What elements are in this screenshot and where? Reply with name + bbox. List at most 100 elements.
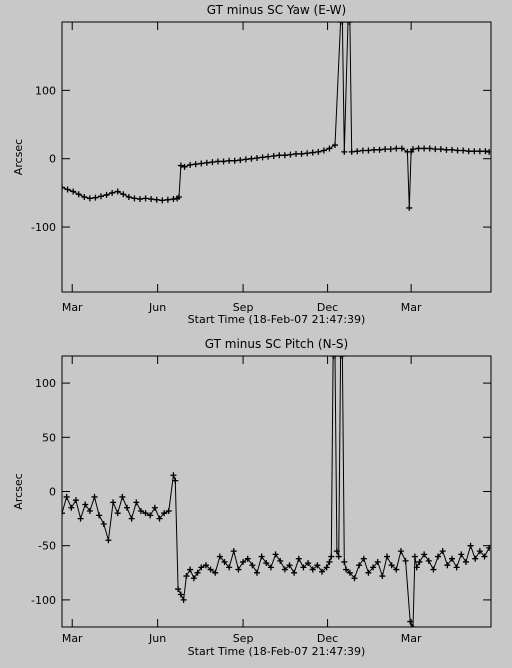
data-point <box>187 566 194 573</box>
data-point <box>96 512 103 519</box>
data-point <box>263 560 270 567</box>
data-point <box>330 356 337 359</box>
data-point <box>120 191 127 198</box>
data-point <box>91 493 98 500</box>
data-point <box>449 146 455 153</box>
data-point <box>476 548 483 555</box>
data-point <box>75 191 82 198</box>
data-point <box>237 157 244 164</box>
data-point <box>231 157 238 164</box>
x-tick-label: Jun <box>148 632 166 645</box>
data-point <box>198 564 205 571</box>
chart-panel-2: GT minus SC Pitch (N-S) -100 -50 0 50 100 Mar J… <box>12 337 492 658</box>
x-tick-label: Jun <box>148 301 166 314</box>
data-point <box>315 148 322 155</box>
data-point <box>190 575 197 582</box>
data-point <box>86 508 93 515</box>
data-point <box>170 196 177 203</box>
data-point <box>272 551 279 558</box>
data-point <box>430 566 437 573</box>
data-point <box>287 151 294 158</box>
y-tick-label: 0 <box>49 486 56 499</box>
x-tick-label: Dec <box>317 632 338 645</box>
data-point <box>249 562 256 569</box>
data-point <box>187 161 194 168</box>
data-point <box>165 508 172 515</box>
data-point <box>410 146 416 153</box>
data-point <box>226 564 233 571</box>
y-tick-label: 100 <box>35 377 56 390</box>
data-point <box>356 562 363 569</box>
x-tick-label: Sep <box>233 301 254 314</box>
data-point <box>335 553 342 560</box>
data-point <box>98 193 104 200</box>
data-point <box>365 569 372 576</box>
data-point <box>384 553 390 560</box>
data-point <box>286 562 293 569</box>
data-point <box>128 515 135 522</box>
chart-panel-1: GT minus SC Yaw (E-W) -100 0 100 Mar Jun Sep De… <box>12 3 492 326</box>
x-axis-label: Start Time (18-Feb-07 21:47:39) <box>188 313 366 326</box>
data-point <box>481 553 488 560</box>
data-point <box>230 548 237 555</box>
data-point <box>374 558 381 565</box>
data-point <box>137 508 144 515</box>
data-point <box>454 147 461 154</box>
y-tick-label: -100 <box>31 221 56 234</box>
data-point <box>258 553 265 560</box>
data-point <box>359 147 366 154</box>
plot-frame <box>61 21 492 293</box>
data-point <box>82 501 89 508</box>
x-axis-label: Start Time (18-Feb-07 21:47:39) <box>188 645 366 658</box>
data-point <box>248 155 255 162</box>
data-point <box>62 184 65 191</box>
data-point <box>100 521 107 528</box>
data-point <box>212 569 219 576</box>
data-point <box>194 569 201 576</box>
data-point <box>277 557 284 564</box>
data-point <box>170 472 177 479</box>
data-point <box>254 155 260 162</box>
data-point <box>319 568 325 575</box>
data-point <box>209 159 216 166</box>
data-point <box>323 564 330 571</box>
data-point <box>402 557 409 564</box>
y-axis-label: Arcsec <box>12 139 25 175</box>
data-point <box>298 150 305 157</box>
data-point <box>68 504 75 511</box>
data-point <box>183 573 190 580</box>
data-point <box>432 146 439 153</box>
data-point <box>72 497 79 504</box>
data-point <box>114 188 121 195</box>
data-point <box>77 515 84 522</box>
data-point <box>393 566 400 573</box>
data-point <box>370 564 377 571</box>
data-point <box>406 204 413 211</box>
data-point <box>270 152 277 159</box>
data-point <box>309 566 316 573</box>
data-point <box>343 566 350 573</box>
y-tick-label: -50 <box>38 540 56 553</box>
data-point <box>346 22 353 25</box>
data-point <box>444 562 451 569</box>
data-point <box>332 356 338 359</box>
data-point <box>467 542 474 549</box>
data-point <box>172 477 179 484</box>
data-point <box>486 544 491 551</box>
data-point <box>410 624 416 627</box>
data-point <box>341 558 348 565</box>
data-point <box>460 147 467 154</box>
data-point <box>376 146 383 153</box>
data-point <box>175 586 182 593</box>
x-tick-label: Mar <box>62 301 83 314</box>
series-group <box>62 22 491 211</box>
data-point <box>411 553 418 560</box>
data-point <box>215 158 221 165</box>
data-point <box>458 551 465 558</box>
y-tick-label: 0 <box>49 153 56 166</box>
y-tick-label: 50 <box>42 431 56 444</box>
data-point <box>337 22 344 25</box>
data-point <box>161 510 168 517</box>
data-point <box>119 493 126 500</box>
